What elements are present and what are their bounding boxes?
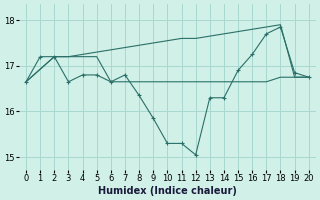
X-axis label: Humidex (Indice chaleur): Humidex (Indice chaleur) xyxy=(98,186,237,196)
